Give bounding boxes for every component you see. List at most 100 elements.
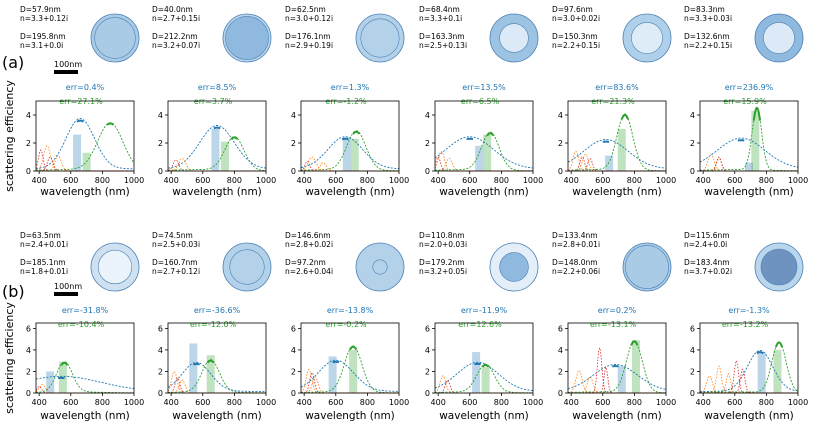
- y-tick-label: 2: [26, 139, 31, 148]
- red-spectrum: [435, 379, 533, 394]
- particle-core: [625, 245, 669, 289]
- green-peak-fit: [206, 359, 215, 364]
- core-index: n=2.2+0.06i: [552, 267, 600, 276]
- particle-core: [97, 249, 133, 285]
- blue-peak-fit: [213, 126, 221, 130]
- green-spectrum: [700, 106, 798, 172]
- core-diameter: D=132.6nm: [684, 32, 730, 41]
- error-green: err=3.7%: [194, 97, 233, 106]
- red-spectrum: [700, 359, 798, 394]
- y-tick-label: 4: [26, 346, 31, 355]
- x-tick-label: 800: [494, 398, 509, 407]
- core-index: n=2.2+0.15i: [552, 41, 600, 50]
- error-blue: err=-31.8%: [62, 306, 109, 315]
- particle-core: [229, 249, 265, 285]
- core-index: n=2.7+0.12i: [152, 267, 200, 276]
- prediction-bar: [189, 343, 198, 393]
- x-tick-label: 800: [494, 176, 509, 185]
- x-axis-label: wavelength (nm): [40, 410, 130, 422]
- plot-frame: [434, 322, 534, 394]
- y-tick-label: 4: [26, 111, 31, 120]
- green-spectrum: [168, 359, 267, 394]
- shell-index: n=2.5+0.03i: [152, 240, 200, 249]
- y-tick-label: 0: [425, 389, 430, 398]
- shell-index: n=2.7+0.15i: [152, 14, 200, 23]
- core-diameter: D=179.2nm: [419, 258, 465, 267]
- y-tick-label: 2: [291, 139, 296, 148]
- y-tick-label: 2: [291, 367, 296, 376]
- y-tick-label: 4: [425, 111, 430, 120]
- x-tick-label: 600: [63, 398, 78, 407]
- error-green: err=-0.2%: [325, 320, 367, 329]
- orange-spectrum: [167, 370, 266, 394]
- shell-diameter: D=68.4nm: [419, 5, 460, 14]
- shell-index: n=2.0+0.03i: [419, 240, 467, 249]
- shell-index: n=3.3+0.12i: [20, 14, 68, 23]
- x-tick-label: 600: [462, 398, 477, 407]
- scale-bar-label: 100nm: [54, 60, 82, 69]
- plot-frame: [699, 100, 799, 172]
- plot-frame: [699, 322, 799, 394]
- core-index: n=2.2+0.15i: [684, 41, 732, 50]
- error-green: err=-10.4%: [58, 320, 105, 329]
- y-tick-label: 2: [158, 367, 163, 376]
- shell-diameter: D=115.6nm: [684, 231, 730, 240]
- x-tick-label: 400: [564, 398, 579, 407]
- y-tick-label: 2: [558, 367, 563, 376]
- green-peak-fit: [352, 130, 361, 135]
- y-axis-label: scattering efficiency: [3, 80, 16, 192]
- y-tick-label: 4: [425, 346, 430, 355]
- y-tick-label: 0: [158, 167, 163, 176]
- scale-bar: [54, 292, 78, 296]
- prediction-bar: [350, 138, 359, 171]
- x-tick-label: 800: [759, 398, 774, 407]
- green-spectrum: [568, 113, 666, 172]
- y-tick-label: 4: [558, 346, 563, 355]
- core-index: n=3.1+0.0i: [20, 41, 63, 50]
- core-diameter: D=163.3nm: [419, 32, 465, 41]
- y-tick-label: 6: [558, 324, 563, 333]
- blue-spectrum: [35, 375, 135, 390]
- prediction-bar: [617, 129, 626, 171]
- particle-core: [631, 22, 663, 54]
- blue-spectrum: [434, 361, 534, 392]
- error-blue: err=0.2%: [598, 306, 637, 315]
- plot-frame: [300, 322, 400, 394]
- row-label: (b): [2, 282, 25, 301]
- prediction-bar: [631, 340, 640, 393]
- core-diameter: D=195.8nm: [20, 32, 66, 41]
- x-tick-label: 1000: [256, 176, 276, 185]
- green-peak-fit: [349, 345, 358, 351]
- prediction-bar: [483, 134, 492, 171]
- particle-core: [763, 22, 795, 54]
- core-diameter: D=150.3nm: [552, 32, 598, 41]
- prediction-bar: [745, 162, 753, 171]
- x-tick-label: 800: [227, 398, 242, 407]
- green-spectrum: [168, 136, 267, 172]
- prediction-bar: [46, 371, 55, 393]
- x-tick-label: 400: [696, 176, 711, 185]
- green-peak-fit: [486, 132, 495, 137]
- x-tick-label: 1000: [389, 176, 409, 185]
- x-tick-label: 1000: [788, 176, 808, 185]
- shell-diameter: D=133.4nm: [552, 231, 598, 240]
- x-axis-label: wavelength (nm): [172, 410, 262, 422]
- shell-index: n=3.0+0.12i: [285, 14, 333, 23]
- core-index: n=1.8+0.01i: [20, 267, 68, 276]
- green-peak-fit: [60, 361, 69, 366]
- shell-index: n=3.0+0.02i: [552, 14, 600, 23]
- green-peak-fit: [752, 106, 762, 121]
- prediction-bar: [220, 141, 229, 171]
- x-axis-label: wavelength (nm): [439, 186, 529, 198]
- x-tick-label: 800: [95, 176, 110, 185]
- prediction-bar: [472, 352, 481, 393]
- green-spectrum: [35, 361, 135, 394]
- shell-diameter: D=62.5nm: [285, 5, 326, 14]
- core-diameter: D=97.2nm: [285, 258, 326, 267]
- x-tick-label: 1000: [124, 176, 144, 185]
- core-diameter: D=160.7nm: [152, 258, 198, 267]
- x-tick-label: 1000: [389, 398, 409, 407]
- shell-index: n=2.4+0.01i: [20, 240, 68, 249]
- particle-core: [372, 259, 388, 275]
